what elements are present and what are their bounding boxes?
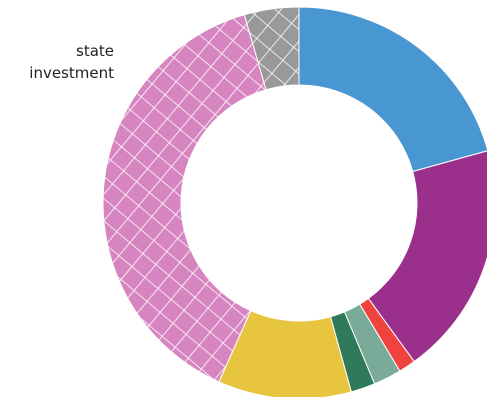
donut-slices [102,6,487,397]
donut-slice-8 [243,6,300,91]
donut-slice-2 [367,150,487,363]
slice-hatch-overlay [244,7,299,90]
chart-annotation: state investment [29,42,114,82]
annotation-line-2: investment [29,64,114,82]
annotation-line-1: state [76,42,114,60]
slice-hatch-overlay [103,14,267,382]
donut-slice-7 [102,14,267,383]
donut-slice-1 [298,6,487,173]
